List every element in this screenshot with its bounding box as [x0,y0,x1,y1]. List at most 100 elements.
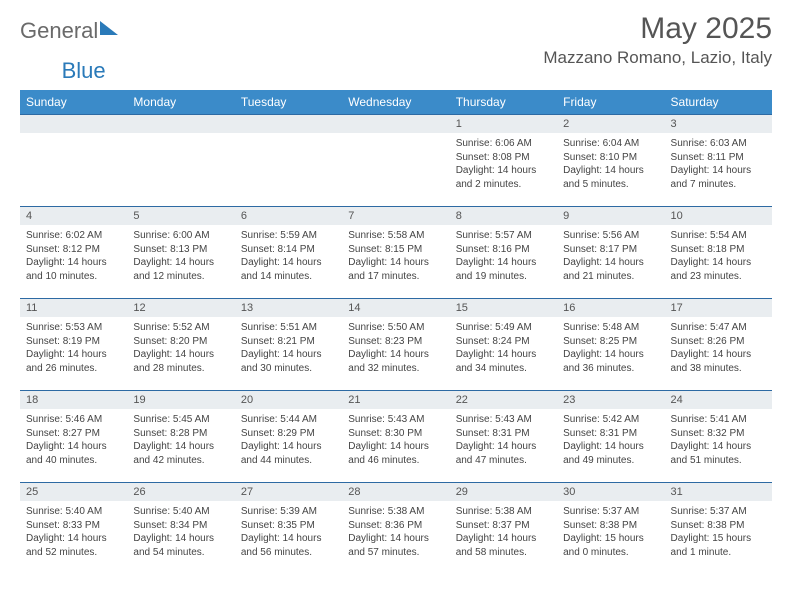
day-content: Sunrise: 6:03 AMSunset: 8:11 PMDaylight:… [665,133,772,193]
day-number: 22 [450,391,557,409]
day-number [127,115,234,133]
day-number: 31 [665,483,772,501]
calendar-cell: 21Sunrise: 5:43 AMSunset: 8:30 PMDayligh… [342,391,449,483]
day-number: 7 [342,207,449,225]
calendar-week-row: 4Sunrise: 6:02 AMSunset: 8:12 PMDaylight… [20,207,772,299]
day-content: Sunrise: 5:58 AMSunset: 8:15 PMDaylight:… [342,225,449,285]
day-number: 25 [20,483,127,501]
day-content: Sunrise: 5:48 AMSunset: 8:25 PMDaylight:… [557,317,664,377]
calendar-week-row: 18Sunrise: 5:46 AMSunset: 8:27 PMDayligh… [20,391,772,483]
day-number [342,115,449,133]
calendar-cell: 8Sunrise: 5:57 AMSunset: 8:16 PMDaylight… [450,207,557,299]
day-number: 28 [342,483,449,501]
day-content: Sunrise: 5:38 AMSunset: 8:36 PMDaylight:… [342,501,449,561]
calendar-table: SundayMondayTuesdayWednesdayThursdayFrid… [20,90,772,575]
calendar-cell: 11Sunrise: 5:53 AMSunset: 8:19 PMDayligh… [20,299,127,391]
calendar-cell [342,115,449,207]
day-number: 4 [20,207,127,225]
day-number [20,115,127,133]
day-number: 3 [665,115,772,133]
calendar-cell: 14Sunrise: 5:50 AMSunset: 8:23 PMDayligh… [342,299,449,391]
calendar-cell: 3Sunrise: 6:03 AMSunset: 8:11 PMDaylight… [665,115,772,207]
day-content: Sunrise: 5:51 AMSunset: 8:21 PMDaylight:… [235,317,342,377]
day-number: 15 [450,299,557,317]
day-number: 19 [127,391,234,409]
day-number: 26 [127,483,234,501]
calendar-cell: 9Sunrise: 5:56 AMSunset: 8:17 PMDaylight… [557,207,664,299]
calendar-cell: 24Sunrise: 5:41 AMSunset: 8:32 PMDayligh… [665,391,772,483]
calendar-cell: 12Sunrise: 5:52 AMSunset: 8:20 PMDayligh… [127,299,234,391]
calendar-body: 1Sunrise: 6:06 AMSunset: 8:08 PMDaylight… [20,115,772,575]
day-header: Monday [127,90,234,115]
calendar-cell: 20Sunrise: 5:44 AMSunset: 8:29 PMDayligh… [235,391,342,483]
calendar-cell: 6Sunrise: 5:59 AMSunset: 8:14 PMDaylight… [235,207,342,299]
day-number: 16 [557,299,664,317]
day-content: Sunrise: 5:37 AMSunset: 8:38 PMDaylight:… [557,501,664,561]
day-content: Sunrise: 5:47 AMSunset: 8:26 PMDaylight:… [665,317,772,377]
calendar-week-row: 25Sunrise: 5:40 AMSunset: 8:33 PMDayligh… [20,483,772,575]
calendar-week-row: 11Sunrise: 5:53 AMSunset: 8:19 PMDayligh… [20,299,772,391]
location-subtitle: Mazzano Romano, Lazio, Italy [543,48,772,68]
logo: General [20,12,118,44]
day-header: Sunday [20,90,127,115]
calendar-cell: 28Sunrise: 5:38 AMSunset: 8:36 PMDayligh… [342,483,449,575]
calendar-cell: 4Sunrise: 6:02 AMSunset: 8:12 PMDaylight… [20,207,127,299]
day-number: 27 [235,483,342,501]
day-content: Sunrise: 5:59 AMSunset: 8:14 PMDaylight:… [235,225,342,285]
calendar-cell [127,115,234,207]
day-content: Sunrise: 5:45 AMSunset: 8:28 PMDaylight:… [127,409,234,469]
day-number: 10 [665,207,772,225]
calendar-week-row: 1Sunrise: 6:06 AMSunset: 8:08 PMDaylight… [20,115,772,207]
day-number: 14 [342,299,449,317]
day-content: Sunrise: 5:40 AMSunset: 8:33 PMDaylight:… [20,501,127,561]
day-header: Tuesday [235,90,342,115]
calendar-cell: 10Sunrise: 5:54 AMSunset: 8:18 PMDayligh… [665,207,772,299]
day-content: Sunrise: 6:00 AMSunset: 8:13 PMDaylight:… [127,225,234,285]
day-content: Sunrise: 5:49 AMSunset: 8:24 PMDaylight:… [450,317,557,377]
day-number: 11 [20,299,127,317]
calendar-cell [20,115,127,207]
day-content: Sunrise: 5:52 AMSunset: 8:20 PMDaylight:… [127,317,234,377]
calendar-cell: 1Sunrise: 6:06 AMSunset: 8:08 PMDaylight… [450,115,557,207]
logo-triangle-icon [100,21,118,35]
day-header: Wednesday [342,90,449,115]
day-content: Sunrise: 5:57 AMSunset: 8:16 PMDaylight:… [450,225,557,285]
day-content: Sunrise: 5:40 AMSunset: 8:34 PMDaylight:… [127,501,234,561]
calendar-cell: 29Sunrise: 5:38 AMSunset: 8:37 PMDayligh… [450,483,557,575]
day-content: Sunrise: 6:04 AMSunset: 8:10 PMDaylight:… [557,133,664,193]
calendar-cell: 13Sunrise: 5:51 AMSunset: 8:21 PMDayligh… [235,299,342,391]
calendar-cell: 27Sunrise: 5:39 AMSunset: 8:35 PMDayligh… [235,483,342,575]
day-number: 24 [665,391,772,409]
day-content: Sunrise: 5:41 AMSunset: 8:32 PMDaylight:… [665,409,772,469]
calendar-cell: 16Sunrise: 5:48 AMSunset: 8:25 PMDayligh… [557,299,664,391]
day-content: Sunrise: 5:37 AMSunset: 8:38 PMDaylight:… [665,501,772,561]
day-content: Sunrise: 5:50 AMSunset: 8:23 PMDaylight:… [342,317,449,377]
day-number: 8 [450,207,557,225]
day-number: 20 [235,391,342,409]
day-number: 5 [127,207,234,225]
calendar-cell: 26Sunrise: 5:40 AMSunset: 8:34 PMDayligh… [127,483,234,575]
calendar-cell: 17Sunrise: 5:47 AMSunset: 8:26 PMDayligh… [665,299,772,391]
day-content: Sunrise: 5:43 AMSunset: 8:30 PMDaylight:… [342,409,449,469]
day-content: Sunrise: 5:42 AMSunset: 8:31 PMDaylight:… [557,409,664,469]
calendar-cell: 18Sunrise: 5:46 AMSunset: 8:27 PMDayligh… [20,391,127,483]
day-content: Sunrise: 5:44 AMSunset: 8:29 PMDaylight:… [235,409,342,469]
logo-text-blue: Blue [62,58,106,84]
day-number: 23 [557,391,664,409]
day-number: 18 [20,391,127,409]
day-number: 21 [342,391,449,409]
calendar-cell: 31Sunrise: 5:37 AMSunset: 8:38 PMDayligh… [665,483,772,575]
day-number: 17 [665,299,772,317]
calendar-cell: 25Sunrise: 5:40 AMSunset: 8:33 PMDayligh… [20,483,127,575]
day-number: 12 [127,299,234,317]
day-number: 13 [235,299,342,317]
calendar-cell [235,115,342,207]
day-number: 9 [557,207,664,225]
day-content: Sunrise: 5:38 AMSunset: 8:37 PMDaylight:… [450,501,557,561]
calendar-cell: 19Sunrise: 5:45 AMSunset: 8:28 PMDayligh… [127,391,234,483]
logo-text-general: General [20,18,98,44]
day-content: Sunrise: 5:53 AMSunset: 8:19 PMDaylight:… [20,317,127,377]
month-title: May 2025 [543,12,772,46]
day-header: Saturday [665,90,772,115]
day-number [235,115,342,133]
